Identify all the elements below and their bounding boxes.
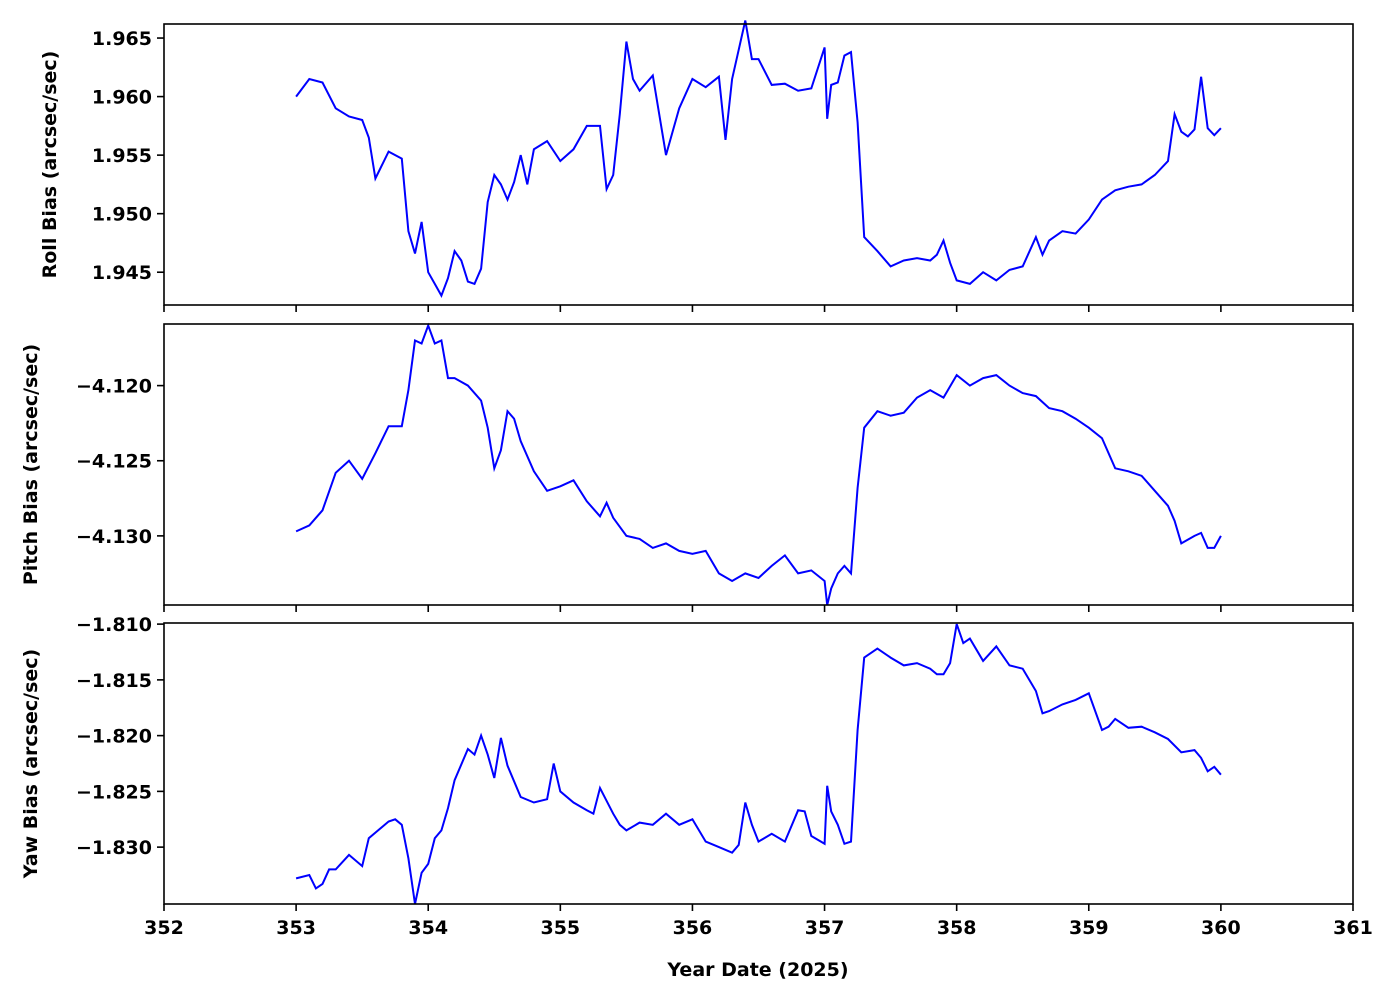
pitch-plot-frame bbox=[163, 323, 1354, 606]
pitch-bias-line bbox=[295, 322, 1222, 606]
roll-y-tick-label: 1.960 bbox=[92, 87, 152, 109]
yaw-y-tick-label: −1.820 bbox=[76, 726, 152, 748]
roll-y-tick-label: 1.965 bbox=[92, 28, 152, 50]
yaw-y-tick-label: −1.815 bbox=[76, 670, 152, 692]
yaw-bias-line bbox=[295, 623, 1222, 905]
yaw-ticks: −1.830 −1.825 −1.820 −1.815 −1.810 352 353 354 3… bbox=[76, 614, 1373, 939]
x-tick-label: 357 bbox=[805, 917, 845, 939]
roll-bias-panel: 1.945 1.950 1.955 1.960 1.965 Roll Bias (arc… bbox=[39, 20, 1354, 312]
yaw-y-tick-label: −1.830 bbox=[76, 837, 152, 859]
yaw-y-tick-label: −1.810 bbox=[76, 614, 152, 636]
yaw-y-axis-label: Yaw Bias (arcsec/sec) bbox=[20, 649, 42, 879]
x-tick-label: 352 bbox=[144, 917, 184, 939]
roll-y-tick-label: 1.945 bbox=[92, 262, 152, 284]
x-tick-label: 360 bbox=[1201, 917, 1241, 939]
x-tick-label: 358 bbox=[937, 917, 977, 939]
roll-y-axis-label: Roll Bias (arcsec/sec) bbox=[39, 51, 61, 279]
roll-y-tick-label: 1.950 bbox=[92, 204, 152, 226]
x-tick-label: 355 bbox=[540, 917, 580, 939]
pitch-y-tick-label: −4.120 bbox=[76, 376, 152, 398]
yaw-y-tick-label: −1.825 bbox=[76, 781, 152, 803]
x-tick-label: 354 bbox=[408, 917, 448, 939]
yaw-plot-frame bbox=[163, 622, 1354, 905]
pitch-y-tick-label: −4.130 bbox=[76, 526, 152, 548]
yaw-bias-panel: −1.830 −1.825 −1.820 −1.815 −1.810 352 353 354 3… bbox=[20, 614, 1373, 939]
roll-plot-frame bbox=[163, 23, 1354, 306]
x-tick-label: 356 bbox=[673, 917, 713, 939]
x-tick-label: 361 bbox=[1333, 917, 1373, 939]
roll-bias-line bbox=[295, 20, 1222, 298]
roll-ticks: 1.945 1.950 1.955 1.960 1.965 bbox=[92, 28, 1354, 312]
roll-y-tick-label: 1.955 bbox=[92, 145, 152, 167]
pitch-bias-panel: −4.130 −4.125 −4.120 Pitch Bias (arcsec/se… bbox=[20, 322, 1354, 612]
pitch-y-tick-label: −4.125 bbox=[76, 451, 152, 473]
pitch-y-axis-label: Pitch Bias (arcsec/sec) bbox=[20, 344, 42, 585]
x-tick-label: 353 bbox=[276, 917, 316, 939]
x-tick-label: 359 bbox=[1069, 917, 1109, 939]
x-axis-label: Year Date (2025) bbox=[666, 959, 848, 981]
pitch-ticks: −4.130 −4.125 −4.120 bbox=[76, 376, 1354, 612]
